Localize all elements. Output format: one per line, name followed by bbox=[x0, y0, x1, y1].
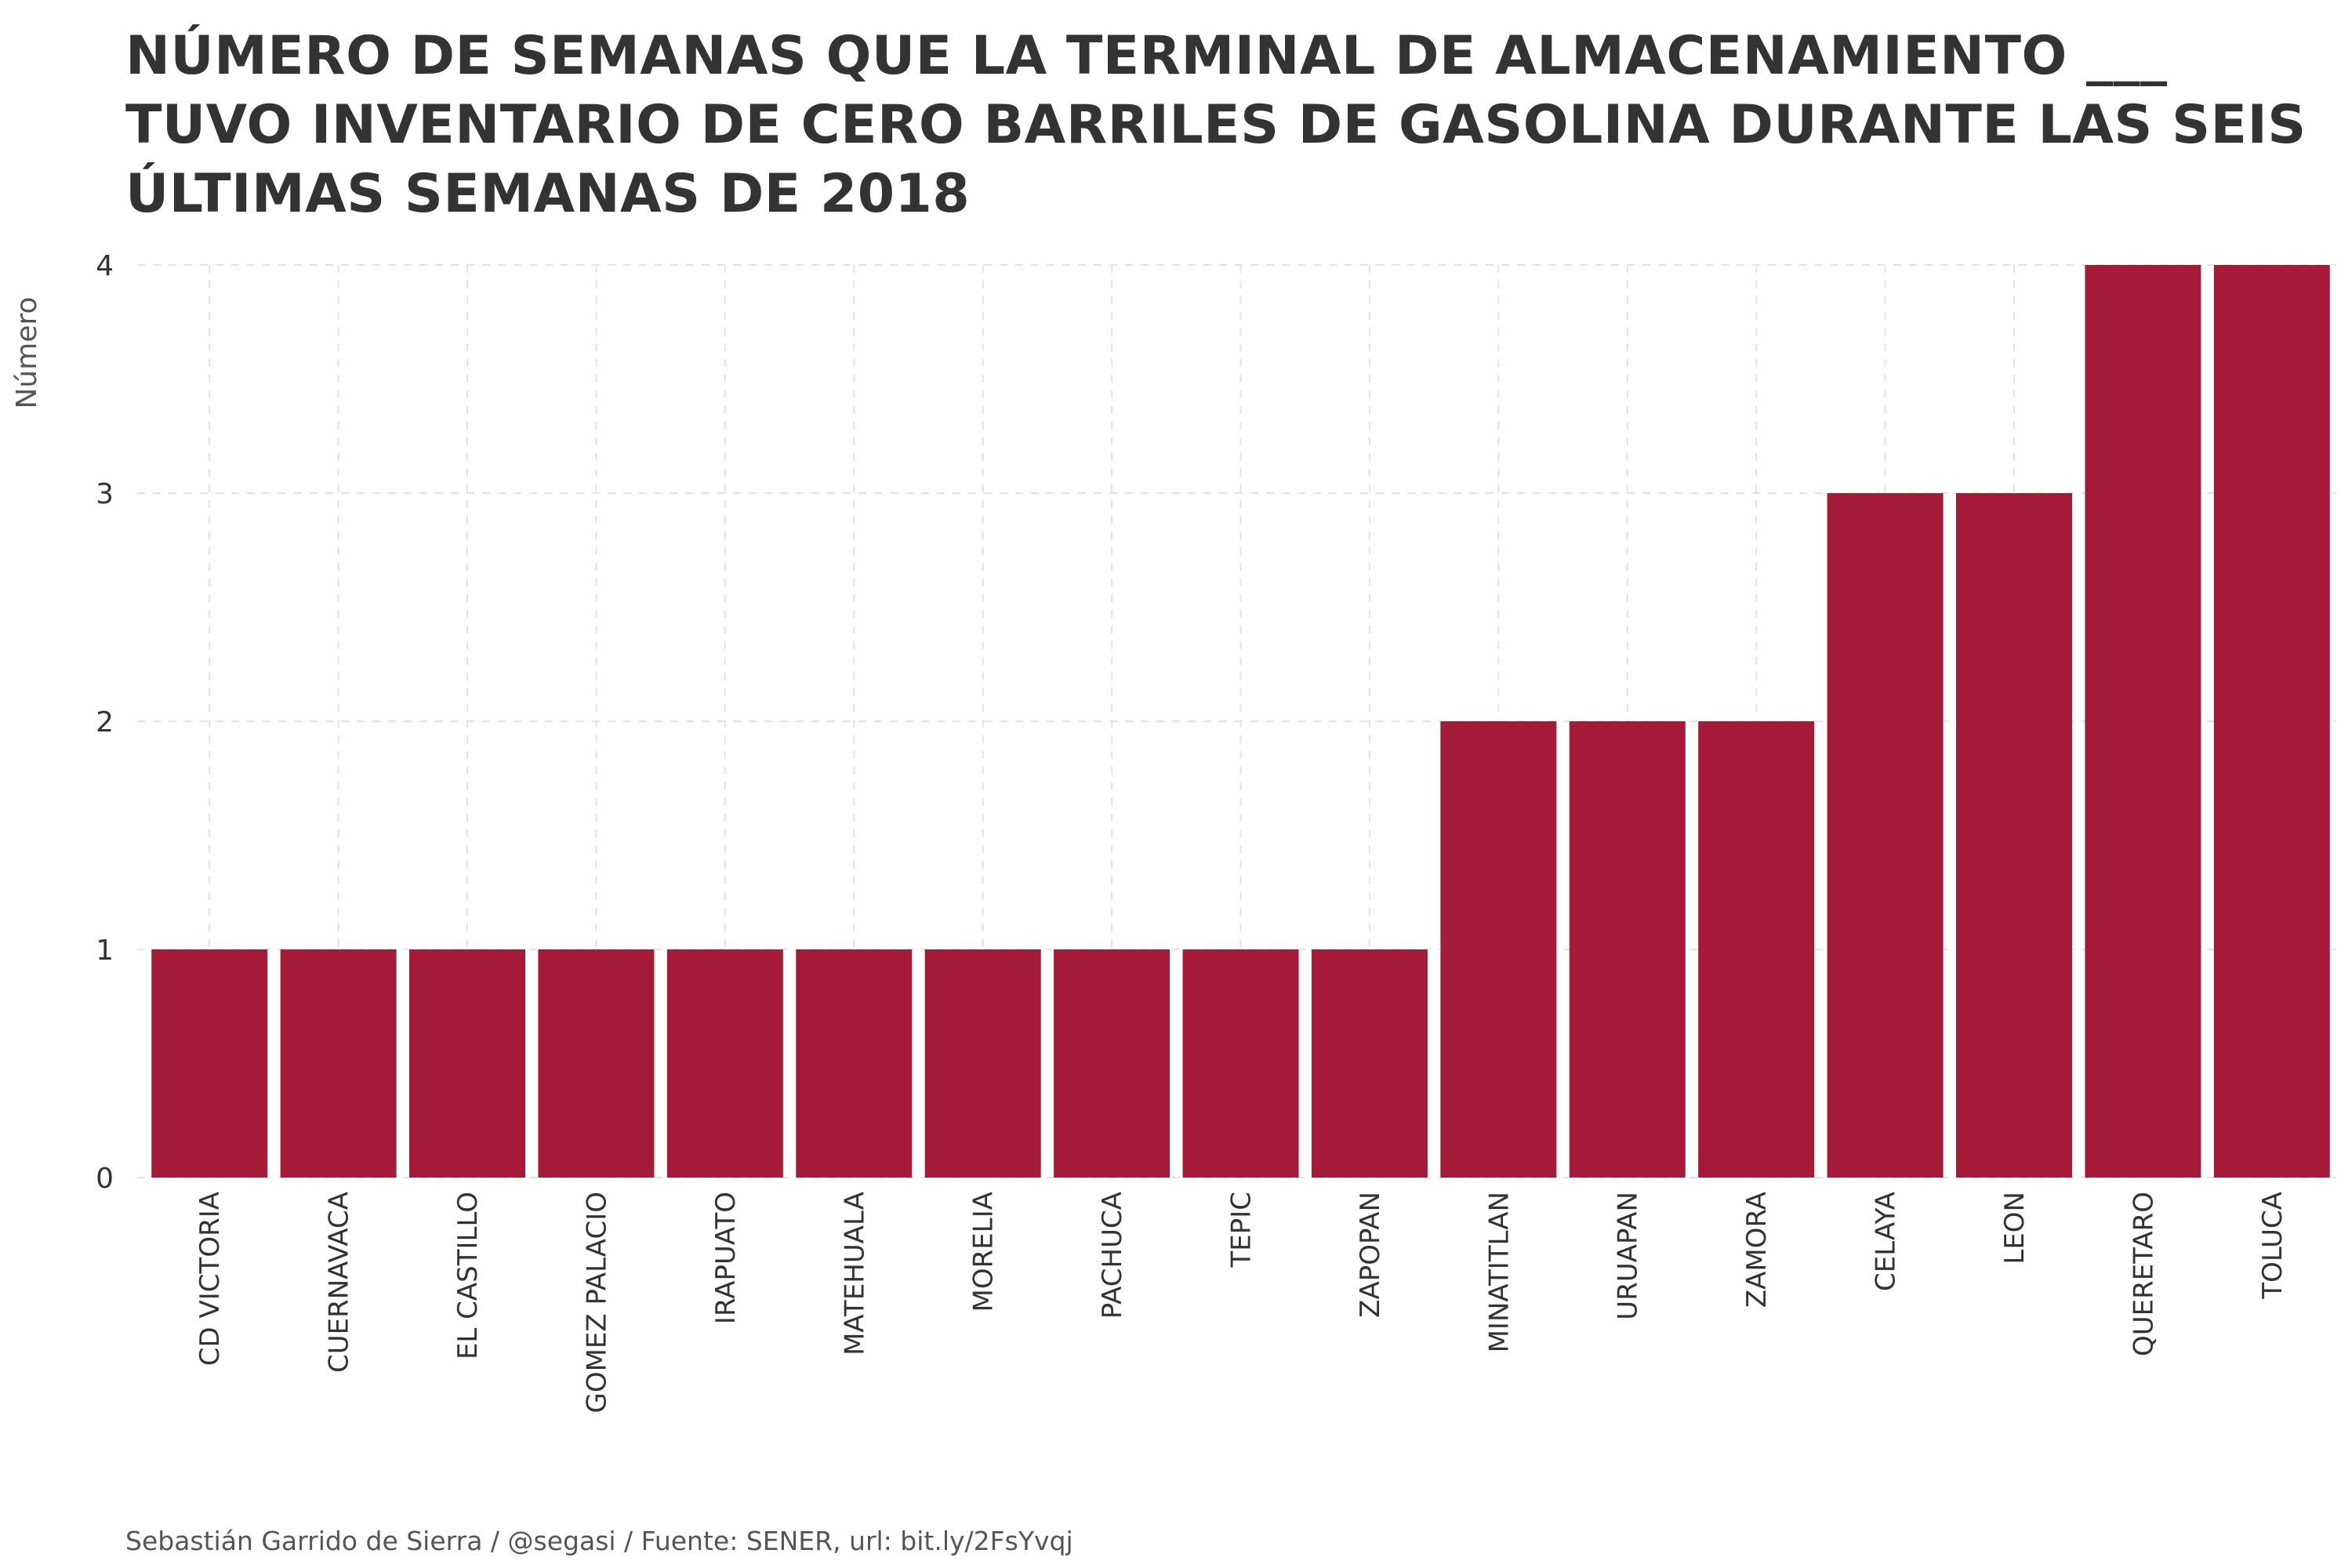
x-tick-label: URUAPAN bbox=[1613, 1192, 1644, 1320]
bar-zamora bbox=[1698, 721, 1815, 1178]
y-axis-label: Número bbox=[11, 297, 43, 409]
y-axis-ticks: 0 1 2 3 4 bbox=[96, 250, 114, 1195]
y-tick-label: 2 bbox=[96, 706, 114, 739]
bars bbox=[151, 265, 2330, 1178]
bar-gomez-palacio bbox=[538, 949, 655, 1178]
x-tick-label: GOMEZ PALACIO bbox=[581, 1192, 612, 1414]
x-axis-ticks: CD VICTORIA CUERNAVACA EL CASTILLO GOMEZ PA… bbox=[194, 1192, 2288, 1414]
bar-tepic bbox=[1182, 949, 1299, 1178]
x-tick-label: CUERNAVACA bbox=[324, 1192, 355, 1373]
bar-cuernavaca bbox=[280, 949, 397, 1178]
x-tick-label: ZAMORA bbox=[1741, 1192, 1773, 1308]
x-tick-label: IRAPUATO bbox=[710, 1192, 742, 1324]
bar-uruapan bbox=[1569, 721, 1686, 1178]
y-tick-label: 3 bbox=[96, 478, 114, 510]
x-tick-label: EL CASTILLO bbox=[452, 1192, 484, 1359]
y-tick-label: 0 bbox=[96, 1163, 114, 1195]
x-tick-label: QUERETARO bbox=[2128, 1192, 2159, 1356]
bar-zapopan bbox=[1311, 949, 1428, 1178]
x-tick-label: MATEHUALA bbox=[839, 1192, 870, 1356]
bar-leon bbox=[1955, 493, 2072, 1178]
bar-morelia bbox=[924, 949, 1041, 1178]
x-tick-label: MORELIA bbox=[968, 1192, 1000, 1312]
x-tick-label: CD VICTORIA bbox=[194, 1192, 226, 1366]
x-tick-label: MINATITLAN bbox=[1483, 1192, 1515, 1352]
bar-celaya bbox=[1827, 493, 1944, 1178]
bar-queretaro bbox=[2085, 265, 2201, 1178]
x-tick-label: TEPIC bbox=[1226, 1192, 1258, 1269]
y-tick-label: 1 bbox=[96, 935, 114, 967]
chart-title: NÚMERO DE SEMANAS QUE LA TERMINAL DE ALM… bbox=[125, 25, 2307, 225]
y-tick-label: 4 bbox=[96, 250, 114, 282]
bar-irapuato bbox=[666, 949, 783, 1178]
bar-matehuala bbox=[796, 949, 913, 1178]
bar-minatitlan bbox=[1440, 721, 1557, 1178]
bar-el-castillo bbox=[409, 949, 526, 1178]
x-tick-label: LEON bbox=[1999, 1192, 2031, 1265]
bar-cd-victoria bbox=[151, 949, 268, 1178]
bar-toluca bbox=[2213, 265, 2330, 1178]
x-tick-label: TOLUCA bbox=[2257, 1192, 2288, 1300]
caption: Sebastián Garrido de Sierra / @segasi / … bbox=[125, 1526, 1073, 1556]
x-tick-label: CELAYA bbox=[1871, 1192, 1902, 1291]
bar-pachuca bbox=[1054, 949, 1171, 1178]
x-tick-label: ZAPOPAN bbox=[1355, 1192, 1386, 1318]
x-tick-label: PACHUCA bbox=[1097, 1192, 1128, 1319]
